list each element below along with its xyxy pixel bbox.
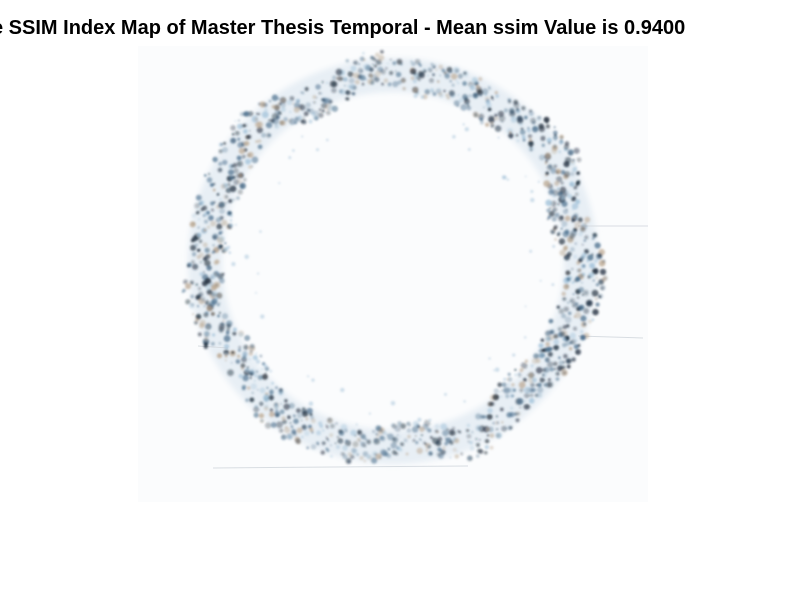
ssim-ring xyxy=(181,50,608,464)
figure-title: e SSIM Index Map of Master Thesis Tempor… xyxy=(0,17,686,39)
ssim-map-image xyxy=(138,46,648,502)
map-streaks xyxy=(197,225,648,469)
ssim-map-canvas xyxy=(138,46,648,502)
